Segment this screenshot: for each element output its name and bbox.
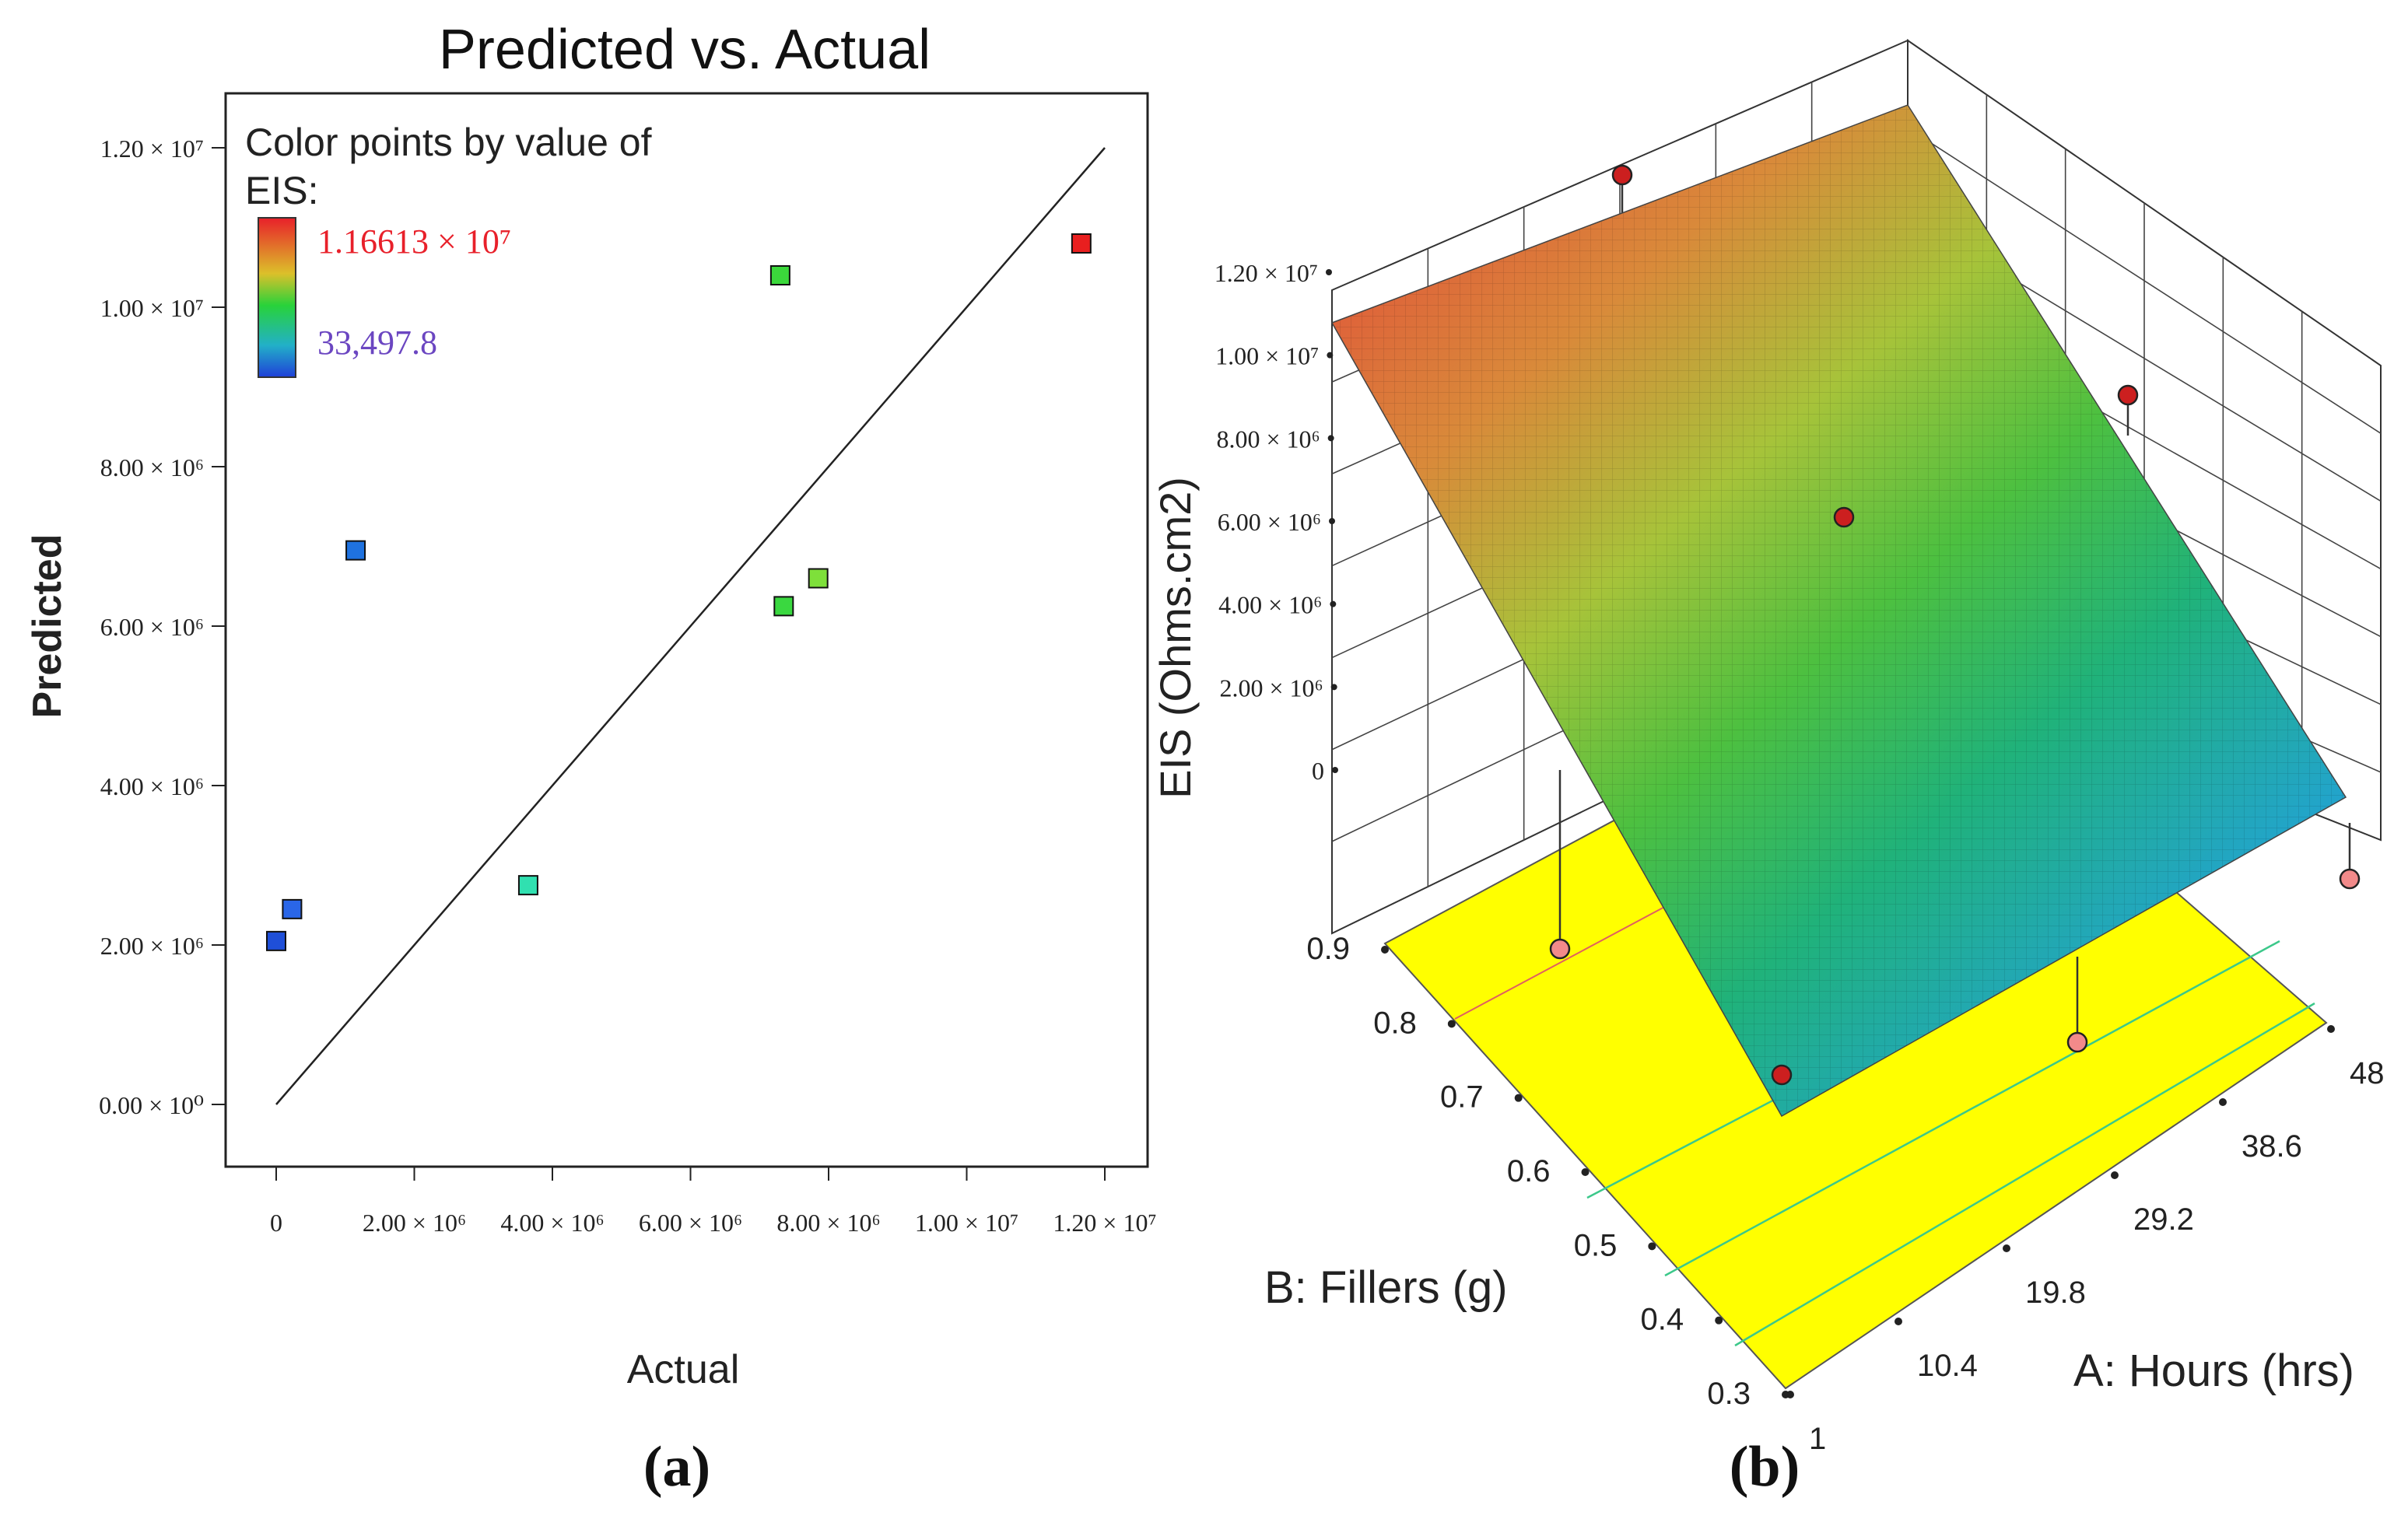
legend-title-line-2: EIS:	[245, 169, 318, 212]
hours-tick	[1895, 1318, 1902, 1325]
y-tick-label: 1.00 × 10⁷	[100, 294, 204, 322]
hours-tick	[2219, 1098, 2227, 1106]
hours-tick	[1786, 1391, 1794, 1398]
y-tick-label: 1.20 × 10⁷	[100, 135, 204, 163]
design-point	[2117, 384, 2139, 406]
x-tick-label: 6.00 × 10⁶	[639, 1209, 742, 1237]
chart-title: Predicted vs. Actual	[439, 19, 931, 81]
z-tick-label: 0	[1312, 757, 1324, 785]
data-point	[773, 596, 794, 617]
legend-title-line-1: Color points by value of	[245, 121, 652, 164]
z-tick	[1332, 767, 1338, 773]
z-tick	[1329, 518, 1335, 524]
surface-mesh	[1330, 104, 2347, 1118]
x-axis-label: Actual	[627, 1347, 740, 1392]
fillers-tick-label: 0.6	[1507, 1154, 1551, 1188]
y-axis-label: Predicted	[25, 534, 70, 719]
color-legend: Color points by value of EIS: 1.16613 × …	[245, 121, 652, 378]
z-tick-label: 1.20 × 10⁷	[1215, 259, 1318, 287]
design-point	[2066, 1031, 2088, 1053]
fillers-tick	[1581, 1168, 1590, 1176]
fillers-tick-label: 0.9	[1306, 932, 1350, 966]
z-tick	[1327, 435, 1334, 442]
panel-b-surface: 0 2.00 × 10⁶ 4.00 × 10⁶ 6.00 × 10⁶ 8.00 × 10…	[1151, 39, 2385, 1456]
data-point	[517, 875, 538, 896]
hours-tick-label: 10.4	[1917, 1349, 1978, 1383]
fillers-tick-label: 0.8	[1373, 1006, 1417, 1040]
x-tick-label: 0	[270, 1209, 282, 1237]
z-tick-label: 4.00 × 10⁶	[1218, 591, 1322, 619]
data-point	[345, 540, 366, 561]
z-tick	[1330, 600, 1337, 607]
floor-contour-red	[1454, 898, 1681, 1020]
fillers-axis-label: B: Fillers (g)	[1264, 1262, 1508, 1313]
hours-tick-label: 1	[1809, 1422, 1826, 1456]
hours-tick-label: 38.6	[2242, 1129, 2302, 1164]
design-point	[1771, 1064, 1793, 1086]
fillers-tick	[1381, 946, 1389, 954]
z-tick	[1330, 684, 1337, 691]
x-tick-label: 2.00 × 10⁶	[363, 1209, 466, 1237]
data-point	[266, 930, 286, 951]
fillers-axis-ticks: 0.3 0.4 0.5 0.6 0.7 0.8 0.9	[1306, 932, 1789, 1411]
x-tick-label: 1.00 × 10⁷	[915, 1209, 1018, 1237]
z-tick-label: 1.00 × 10⁷	[1215, 342, 1319, 370]
y-tick-label: 6.00 × 10⁶	[100, 613, 204, 641]
legend-max-label: 1.16613 × 10⁷	[317, 222, 511, 261]
hours-tick-label: 29.2	[2133, 1202, 2194, 1237]
fillers-tick	[1447, 1020, 1456, 1028]
data-point	[1071, 233, 1092, 254]
x-tick-label: 4.00 × 10⁶	[500, 1209, 604, 1237]
hours-tick	[2003, 1244, 2010, 1252]
y-tick-label: 2.00 × 10⁶	[100, 932, 204, 960]
legend-color-bar	[258, 217, 296, 378]
panel-label-a: (a)	[643, 1435, 710, 1499]
plot-frame	[224, 92, 1149, 1168]
design-point	[2339, 868, 2361, 890]
y-axis-ticks: 0.00 × 10⁰ 2.00 × 10⁶ 4.00 × 10⁶ 6.00 × 10⁶…	[99, 135, 226, 1119]
data-point	[808, 568, 829, 589]
x-tick-label: 8.00 × 10⁶	[776, 1209, 880, 1237]
fillers-tick	[1648, 1242, 1656, 1251]
x-axis-ticks: 0 2.00 × 10⁶ 4.00 × 10⁶ 6.00 × 10⁶ 8.00 × 10…	[270, 1167, 1157, 1237]
y-tick-label: 8.00 × 10⁶	[100, 453, 204, 481]
panel-label-b: (b)	[1730, 1435, 1800, 1499]
z-tick-label: 6.00 × 10⁶	[1218, 508, 1321, 536]
design-point	[1833, 506, 1855, 528]
fillers-tick-label: 0.3	[1707, 1377, 1751, 1411]
design-point	[1549, 938, 1571, 960]
z-tick-label: 2.00 × 10⁶	[1219, 674, 1323, 702]
hours-tick	[2111, 1171, 2119, 1179]
fillers-tick-label: 0.7	[1440, 1080, 1484, 1115]
z-tick	[1327, 352, 1334, 359]
data-points	[266, 233, 1092, 951]
fillers-tick	[1514, 1094, 1523, 1102]
fillers-tick-label: 0.4	[1641, 1303, 1684, 1337]
design-points	[1549, 164, 2361, 1086]
hours-tick	[2327, 1025, 2335, 1033]
hours-tick-label: 48	[2350, 1056, 2385, 1090]
y-tick-label: 0.00 × 10⁰	[99, 1091, 204, 1119]
z-axis-label: EIS (Ohms.cm2)	[1151, 477, 1200, 799]
y-tick-label: 4.00 × 10⁶	[100, 772, 204, 800]
data-point	[769, 265, 790, 285]
z-tick-label: 8.00 × 10⁶	[1216, 425, 1320, 453]
panel-a-scatter: Predicted vs. Actual 0.00 × 10⁰ 2.00 × 10…	[25, 19, 1157, 1392]
hours-axis-label: A: Hours (hrs)	[2073, 1346, 2354, 1396]
reference-line	[275, 147, 1106, 1105]
z-tick	[1326, 269, 1332, 275]
design-point	[1611, 164, 1633, 186]
fillers-tick-label: 0.5	[1574, 1228, 1618, 1262]
z-axis-ticks: 0 2.00 × 10⁶ 4.00 × 10⁶ 6.00 × 10⁶ 8.00 × 10…	[1215, 259, 1338, 785]
fillers-tick	[1715, 1316, 1723, 1325]
legend-min-label: 33,497.8	[317, 324, 437, 362]
hours-axis-ticks: 1 10.4 19.8 29.2 38.6 48	[1786, 1025, 2385, 1456]
x-tick-label: 1.20 × 10⁷	[1053, 1209, 1156, 1237]
hours-tick-label: 19.8	[2025, 1276, 2086, 1310]
data-point	[282, 898, 303, 919]
